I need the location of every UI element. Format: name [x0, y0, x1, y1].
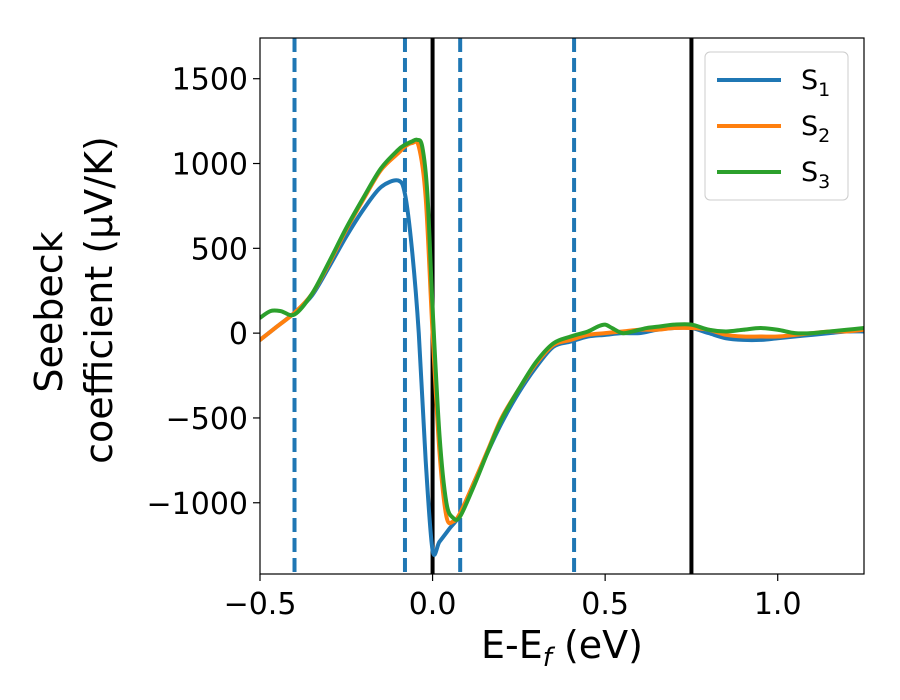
- series-line-1: [260, 178, 864, 557]
- legend-label-3: S3: [801, 157, 830, 193]
- y-tick-label: −1000: [147, 487, 248, 522]
- x-tick-label: 0.0: [409, 587, 457, 622]
- y-axis-title-line1: Seebeck: [27, 231, 71, 392]
- series-lines: [260, 137, 864, 557]
- legend-label-2: S2: [801, 111, 830, 147]
- y-axis-title-line2: coefficient (μV/K): [77, 136, 121, 464]
- legend-label-1: S1: [801, 65, 830, 101]
- x-tick-label: 0.5: [581, 587, 629, 622]
- y-tick-label: 0: [229, 317, 248, 352]
- y-tick-label: −500: [166, 402, 248, 437]
- legend: S1 S2 S3: [704, 51, 849, 201]
- y-tick-label: 1000: [172, 148, 248, 183]
- x-axis-ticks: −0.5 0.0 0.5 1.0: [224, 574, 802, 622]
- x-axis-title-main: E-E: [481, 623, 543, 667]
- x-tick-label: −0.5: [224, 587, 297, 622]
- x-tick-label: 1.0: [754, 587, 802, 622]
- vertical-marker-lines: [292, 38, 694, 574]
- y-tick-label: 1500: [172, 63, 248, 98]
- y-tick-label: 500: [191, 232, 248, 267]
- x-axis-title-unit: (eV): [552, 623, 643, 667]
- series-line-3: [260, 137, 864, 522]
- y-axis-ticks: −1000 −500 0 500 1000 1500: [147, 63, 260, 522]
- plot-frame: [259, 37, 865, 575]
- x-axis-title: E-Ef (eV): [481, 623, 643, 673]
